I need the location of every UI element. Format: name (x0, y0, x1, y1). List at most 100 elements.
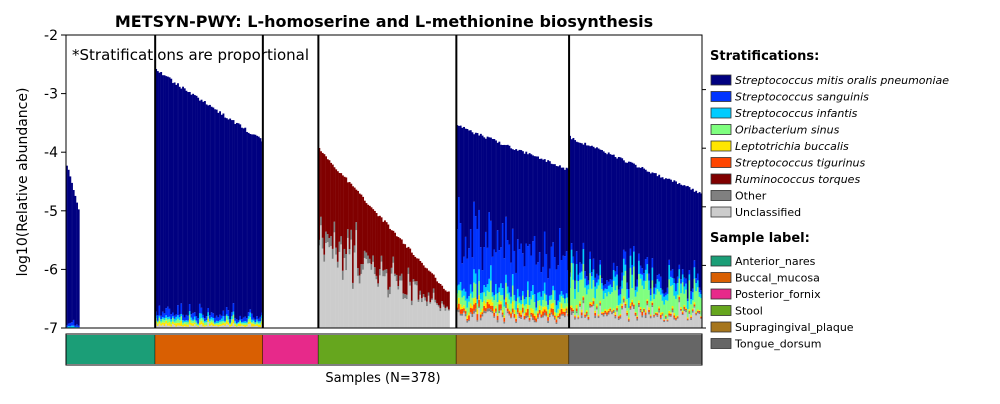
bar-segment (230, 316, 233, 320)
bar-segment (254, 134, 257, 320)
bar-segment (639, 306, 642, 309)
bar-segment (207, 318, 210, 322)
bar-segment (491, 256, 494, 293)
bar-segment (72, 325, 75, 328)
bar-segment (249, 317, 252, 322)
bar-segment (173, 325, 176, 328)
bar-segment (557, 313, 560, 316)
bar-segment (555, 316, 558, 320)
bar-segment (486, 284, 489, 291)
bar-segment (582, 300, 585, 304)
bar-segment (619, 318, 622, 328)
bar-segment (592, 146, 595, 259)
bar-segment (596, 304, 598, 307)
bar-segment (378, 269, 381, 276)
bar-segment (599, 260, 602, 265)
bar-segment (663, 296, 666, 305)
bar-segment (510, 262, 513, 297)
bar-segment (552, 242, 555, 286)
bar-segment (399, 238, 402, 276)
bar-segment (693, 267, 696, 279)
bar-segment (589, 273, 592, 303)
bar-segment (582, 144, 585, 243)
bar-segment (203, 326, 206, 328)
bar-segment (521, 151, 524, 254)
bar-segment (594, 310, 597, 313)
bar-segment (205, 104, 208, 317)
bar-segment (333, 232, 336, 328)
bar-segment (574, 315, 577, 317)
bar-segment (626, 162, 629, 283)
bar-segment (553, 315, 556, 318)
bar-segment (320, 151, 322, 217)
bar-segment (69, 326, 72, 328)
legend-swatch (710, 305, 732, 316)
bar-segment (530, 154, 533, 256)
bar-segment (696, 273, 699, 281)
bar-segment (156, 320, 159, 322)
bar-segment (592, 269, 595, 281)
bar-segment (256, 316, 259, 320)
bar-segment (461, 313, 464, 316)
bar-segment (355, 230, 358, 328)
bar-segment (525, 151, 528, 244)
bar-segment (612, 312, 615, 328)
bar-segment (166, 323, 169, 326)
bar-segment (582, 295, 585, 298)
bar-segment (648, 280, 651, 291)
bar-segment (611, 314, 614, 328)
bar-segment (505, 274, 508, 283)
bar-segment (537, 300, 539, 312)
bar-segment (659, 317, 662, 320)
bar-segment (614, 271, 617, 277)
bar-segment (353, 187, 356, 246)
bar-segment (678, 302, 681, 328)
bar-segment (606, 154, 608, 281)
bar-segment (405, 247, 408, 295)
bar-segment (405, 299, 408, 328)
legend-swatch (710, 190, 732, 201)
bar-segment (656, 176, 659, 276)
bar-segment (321, 152, 324, 238)
bar-segment (331, 248, 334, 259)
bar-segment (235, 324, 238, 327)
bar-segment (192, 321, 195, 324)
bar-segment (641, 311, 644, 316)
bar-segment (486, 299, 489, 302)
bar-segment (606, 312, 608, 315)
bar-segment (656, 275, 659, 280)
bar-segment (585, 285, 588, 295)
bar-segment (217, 323, 220, 325)
bar-segment (604, 309, 607, 311)
bar-segment (222, 310, 225, 317)
bar-segment (644, 281, 647, 311)
bar-segment (505, 302, 508, 305)
bar-segment (501, 314, 504, 318)
bar-segment (602, 316, 605, 328)
bar-segment (203, 101, 206, 319)
bar-segment (607, 314, 610, 328)
bar-segment (511, 308, 514, 313)
bar-segment (177, 325, 179, 328)
bar-segment (410, 300, 413, 306)
bar-segment (611, 287, 614, 293)
bar-segment (461, 263, 464, 291)
bar-segment (501, 309, 504, 313)
bar-segment (686, 185, 689, 299)
bar-segment (700, 318, 703, 320)
bar-segment (577, 274, 580, 282)
bar-segment (490, 305, 492, 310)
bar-segment (577, 292, 580, 316)
bar-segment (676, 318, 679, 328)
bar-segment (165, 76, 168, 309)
bar-segment (693, 260, 696, 268)
bar-segment (353, 245, 356, 253)
bar-segment (663, 322, 666, 328)
bar-segment (464, 316, 467, 328)
bar-segment (488, 311, 491, 328)
bar-segment (673, 278, 676, 284)
bar-segment (691, 310, 694, 313)
bar-segment (466, 315, 469, 319)
bar-segment (572, 263, 575, 280)
bar-segment (348, 182, 351, 250)
